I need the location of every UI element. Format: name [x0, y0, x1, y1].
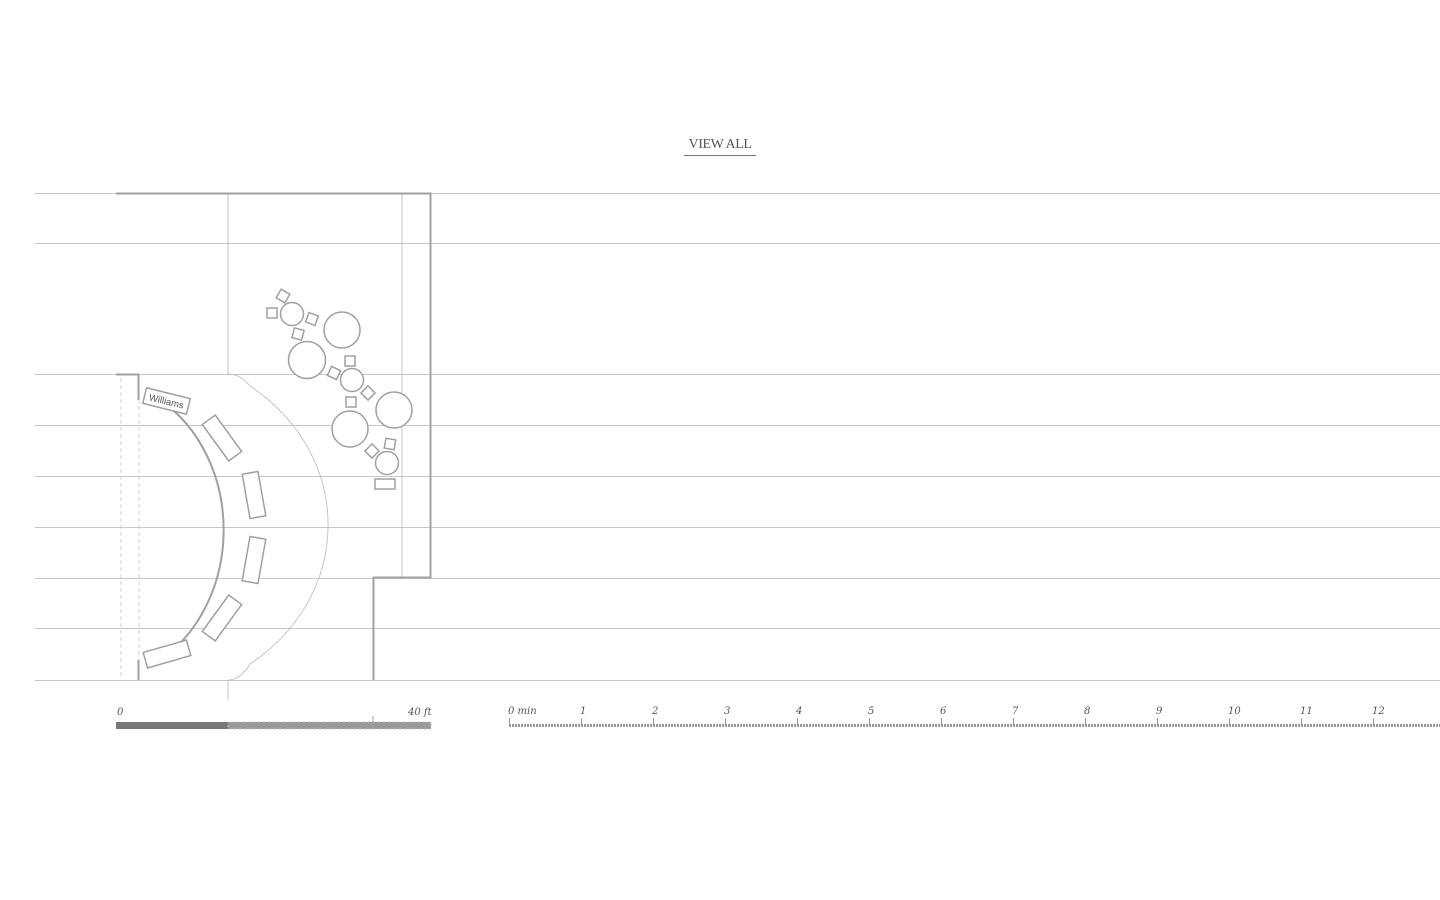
- round-table[interactable]: [323, 311, 361, 349]
- chair[interactable]: [275, 288, 291, 304]
- timeline-tick-label: 6: [940, 706, 947, 717]
- outer-walls: [116, 192, 432, 680]
- chair[interactable]: [345, 396, 357, 408]
- interior-lines: [227, 193, 403, 700]
- timeline-tick-label: 7: [1012, 706, 1019, 717]
- timeline-tick-label: 9: [1156, 706, 1163, 717]
- round-table[interactable]: [287, 340, 327, 380]
- round-table[interactable]: [375, 391, 413, 429]
- scale-bar-textured: [228, 722, 431, 729]
- timeline-tick-label: 5: [868, 706, 874, 717]
- chair[interactable]: [359, 384, 377, 402]
- timeline-tick-label: 10: [1228, 706, 1241, 717]
- chair[interactable]: [383, 437, 397, 451]
- stage-dashed-lines: [120, 378, 140, 678]
- scale-bar: 0 40 ft: [116, 707, 433, 730]
- scale-end-label: 40 ft: [407, 707, 433, 718]
- timeline-tick-label: 2: [651, 706, 658, 717]
- chair[interactable]: [363, 442, 381, 460]
- banquette-table[interactable]: [241, 470, 267, 520]
- chair[interactable]: [266, 307, 278, 319]
- scale-bar-solid: [116, 722, 228, 729]
- timeline-tick-label: 12: [1372, 706, 1385, 717]
- timeline-tick-label: 4: [795, 706, 802, 717]
- timeline-tick-label: 8: [1084, 706, 1090, 717]
- scale-start-label: 0: [117, 707, 124, 718]
- view-all-link[interactable]: VIEW ALL: [684, 136, 756, 156]
- timeline-start-label: 0 min: [508, 706, 537, 717]
- timeline-tick-label: 11: [1300, 706, 1313, 717]
- banquette-table[interactable]: [142, 639, 192, 669]
- timeline-tick-label: 1: [580, 706, 586, 717]
- table-williams[interactable]: Williams: [141, 386, 192, 416]
- wall-left-top: [116, 373, 140, 400]
- scale-bar-texture: [227, 721, 432, 730]
- dining-tables: [266, 288, 413, 490]
- banquette-table[interactable]: [201, 414, 243, 462]
- round-table[interactable]: [339, 367, 365, 393]
- timeline-axis: 0 min 1 2 3 4 5 6 7 8 9 10 11 12: [508, 706, 1440, 727]
- chair[interactable]: [344, 355, 356, 367]
- chair[interactable]: [290, 326, 306, 342]
- timeline-tick-label: 3: [724, 706, 730, 717]
- round-table[interactable]: [279, 301, 305, 327]
- chair[interactable]: [304, 311, 320, 327]
- banquette-tables: Williams: [141, 386, 267, 669]
- round-table[interactable]: [374, 450, 400, 476]
- chair[interactable]: [374, 478, 396, 490]
- wall-top-right: [116, 192, 432, 680]
- timeline-rows: [35, 193, 1440, 681]
- round-table[interactable]: [331, 410, 369, 448]
- chair[interactable]: [326, 365, 342, 381]
- banquette-curve: [159, 399, 225, 661]
- stage-arc: [227, 373, 329, 681]
- banquette-table[interactable]: [241, 535, 267, 585]
- banquette-table[interactable]: [201, 594, 243, 642]
